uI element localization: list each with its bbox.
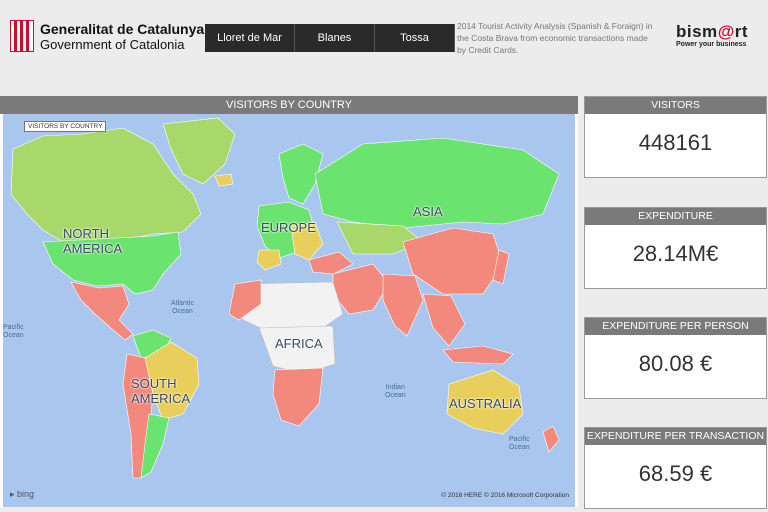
- label-pacific-ocean-right: Pacific Ocean: [509, 436, 530, 451]
- world-map-canvas[interactable]: [3, 114, 575, 507]
- region-australia: [446, 369, 524, 435]
- kpi-expenditure-per-person-title: EXPENDITURE PER PERSON: [585, 318, 766, 335]
- kpi-expenditure: EXPENDITURE 28.14M€: [584, 207, 767, 289]
- region-argentina: [140, 413, 170, 479]
- region-russia: [314, 137, 560, 229]
- label-australia: AUSTRALIA: [449, 396, 522, 411]
- region-middle-east: [332, 263, 390, 315]
- kpi-expenditure-per-transaction-value: 68.59 €: [638, 461, 713, 486]
- generalitat-logo: Generalitat de Catalunya Government of C…: [10, 20, 204, 54]
- kpi-visitors-title: VISITORS: [585, 97, 766, 114]
- tab-lloret-de-mar[interactable]: Lloret de Mar: [205, 24, 295, 52]
- label-south-america: SOUTH AMERICA: [131, 376, 191, 406]
- region-morocco: [228, 279, 262, 321]
- brand-name-b: @: [717, 22, 735, 41]
- bing-logo: ▸ bing: [10, 489, 35, 499]
- bismart-logo: bism@rt Power your business: [676, 22, 748, 48]
- region-central-europe: [290, 221, 324, 261]
- region-southern-africa: [272, 367, 324, 427]
- report-description: 2014 Tourist Activity Analysis (Spanish …: [457, 21, 653, 55]
- tab-tossa[interactable]: Tossa: [375, 24, 455, 52]
- kpi-expenditure-value: 28.14M€: [632, 241, 719, 266]
- brand-name-a: bism: [676, 22, 718, 41]
- world-map[interactable]: VISITORS BY COUNTRY NORTH AMERICA SOUTH AM…: [3, 114, 575, 507]
- label-africa: AFRICA: [275, 336, 323, 351]
- region-balkans-turkey: [308, 251, 354, 275]
- label-indian-ocean: Indian Ocean: [385, 384, 406, 399]
- region-mexico: [70, 281, 134, 341]
- map-layer-tag: VISITORS BY COUNTRY: [24, 121, 107, 132]
- label-pacific-ocean-left: Pacific Ocean: [3, 324, 24, 339]
- map-panel-title: VISITORS BY COUNTRY: [0, 96, 578, 114]
- kpi-expenditure-per-person-value: 80.08 €: [638, 351, 713, 376]
- map-copyright: © 2016 HERE © 2016 Microsoft Corporation: [441, 492, 569, 499]
- kpi-expenditure-per-person: EXPENDITURE PER PERSON 80.08 €: [584, 317, 767, 399]
- kpi-expenditure-per-transaction: EXPENDITURE PER TRANSACTION 68.59 €: [584, 427, 767, 509]
- region-japan: [492, 249, 510, 285]
- region-scandinavia: [278, 143, 324, 205]
- bing-icon: ▸: [10, 489, 15, 499]
- label-atlantic-ocean: Atlantic Ocean: [171, 300, 194, 315]
- org-name-line2: Government of Catalonia: [40, 37, 185, 52]
- catalonia-flag-icon: [10, 20, 34, 52]
- region-new-zealand: [542, 425, 560, 453]
- org-name-line1: Generalitat de Catalunya: [40, 21, 205, 37]
- label-asia: ASIA: [413, 204, 443, 219]
- top-bar: Generalitat de Catalunya Government of C…: [0, 0, 768, 84]
- region-brazil: [144, 341, 200, 421]
- region-indonesia: [442, 345, 514, 365]
- visitors-map-panel: VISITORS BY COUNTRY: [0, 96, 578, 507]
- label-north-america: NORTH AMERICA: [63, 226, 123, 256]
- region-iceland: [214, 173, 234, 187]
- tab-blanes[interactable]: Blanes: [295, 24, 375, 52]
- region-greenland: [162, 117, 236, 185]
- kpi-expenditure-title: EXPENDITURE: [585, 208, 766, 225]
- region-india: [382, 273, 424, 337]
- town-tabs: Lloret de Mar Blanes Tossa: [205, 24, 455, 52]
- region-usa: [42, 231, 182, 295]
- label-europe: EUROPE: [261, 220, 316, 235]
- kpi-visitors-value: 448161: [638, 130, 713, 155]
- kpi-visitors: VISITORS 448161: [584, 96, 767, 178]
- kpi-expenditure-per-transaction-title: EXPENDITURE PER TRANSACTION: [585, 428, 766, 445]
- region-iberia: [256, 249, 282, 271]
- brand-tagline: Power your business: [676, 41, 747, 48]
- brand-name-c: rt: [734, 22, 749, 41]
- region-southeast-asia: [422, 293, 466, 347]
